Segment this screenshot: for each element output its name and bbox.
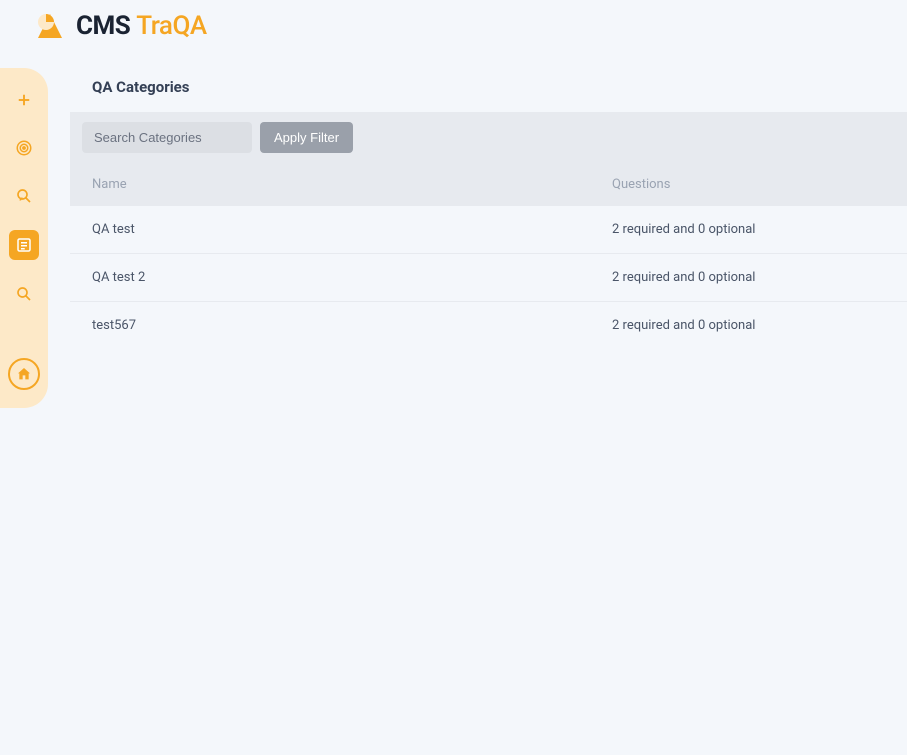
search-user-icon bbox=[15, 187, 33, 205]
table-row[interactable]: QA test2 required and 0 optional bbox=[70, 206, 907, 254]
search-input[interactable] bbox=[82, 122, 252, 153]
column-header-questions: Questions bbox=[612, 177, 885, 192]
column-header-name: Name bbox=[92, 177, 612, 192]
sidebar-item-add[interactable] bbox=[10, 86, 38, 114]
logo-part1: CMS bbox=[76, 11, 130, 41]
search-icon bbox=[15, 285, 33, 303]
list-icon bbox=[15, 236, 33, 254]
sidebar bbox=[0, 68, 48, 408]
cell-name: test567 bbox=[92, 318, 612, 333]
cell-questions: 2 required and 0 optional bbox=[612, 318, 885, 333]
cell-questions: 2 required and 0 optional bbox=[612, 222, 885, 237]
apply-filter-button[interactable]: Apply Filter bbox=[260, 122, 353, 153]
sidebar-item-search-user[interactable] bbox=[10, 182, 38, 210]
sidebar-item-target[interactable] bbox=[10, 134, 38, 162]
plus-icon bbox=[15, 91, 33, 109]
table-header: Name Questions bbox=[70, 163, 907, 206]
logo-part2: TraQA bbox=[136, 11, 206, 41]
cell-questions: 2 required and 0 optional bbox=[612, 270, 885, 285]
filter-bar: Apply Filter bbox=[70, 112, 907, 163]
table-row[interactable]: QA test 22 required and 0 optional bbox=[70, 254, 907, 302]
logo-text: CMS TraQA bbox=[76, 11, 207, 41]
table-body: QA test2 required and 0 optionalQA test … bbox=[70, 206, 907, 349]
cell-name: QA test 2 bbox=[92, 270, 612, 285]
brand-logo: CMS TraQA bbox=[32, 8, 207, 44]
sidebar-item-search[interactable] bbox=[10, 280, 38, 308]
home-icon bbox=[16, 366, 32, 382]
page-title: QA Categories bbox=[92, 78, 907, 96]
sidebar-item-list[interactable] bbox=[9, 230, 39, 260]
table-row[interactable]: test5672 required and 0 optional bbox=[70, 302, 907, 349]
logo-icon bbox=[32, 8, 68, 44]
sidebar-home[interactable] bbox=[8, 358, 40, 390]
target-icon bbox=[15, 139, 33, 157]
main-content: QA Categories Apply Filter Name Question… bbox=[70, 78, 907, 349]
cell-name: QA test bbox=[92, 222, 612, 237]
